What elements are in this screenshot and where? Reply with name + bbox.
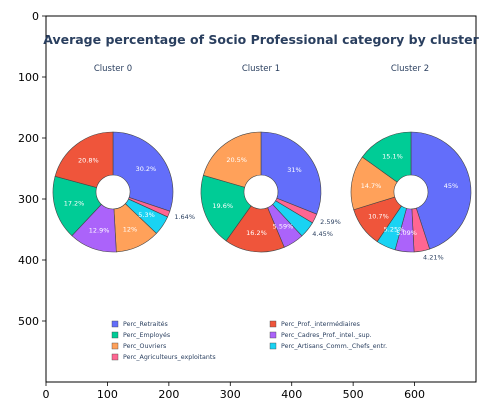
pie-data-label: 12.9% [89, 227, 110, 235]
pie-title-cluster-0: Cluster 0 [94, 64, 132, 74]
pie-data-label: 10.7% [368, 213, 389, 221]
pie-data-label: 15.1% [382, 152, 403, 160]
legend-label-perc-prof-interm-diaires: Perc_Prof._intermédiaires [281, 320, 360, 328]
pie-data-label: 20.8% [78, 156, 99, 164]
y-tick-label: 500 [18, 315, 39, 328]
pie-slice-perc-retrait-s [112, 131, 174, 212]
pie-slice-perc-employ-s [200, 174, 252, 242]
x-tick-label: 0 [43, 388, 50, 401]
y-tick-label: 200 [18, 132, 39, 145]
pie-data-label: 4.45% [312, 230, 333, 238]
chart-title: Average percentage of Socio Professional… [43, 32, 479, 47]
y-tick-label: 100 [18, 71, 39, 84]
pie-data-label: 5.59% [273, 223, 294, 231]
pie-title-cluster-1: Cluster 1 [242, 64, 280, 74]
y-tick-label: 400 [18, 254, 39, 267]
pie-cluster-2: 45% 4.21% 5.09%5.25% 10.7% 14.7% 15.1% [350, 131, 472, 261]
pie-title-cluster-2: Cluster 2 [391, 64, 429, 74]
pie-slice-perc-retrait-s [410, 131, 472, 250]
pies-group: 30.2% 1.64% 5.3%12% 12.9% 17.2% 20.8% 31% 2.59%… [52, 131, 472, 261]
y-tick-label: 300 [18, 193, 39, 206]
legend-swatch-perc-prof-interm-diaires [269, 320, 277, 328]
legend-swatch-perc-agriculteurs-exploitants [111, 353, 119, 361]
pie-slice-perc-employ-s [361, 131, 412, 183]
legend: Perc_Retraités Perc_Employés Perc_Ouvriers… [111, 320, 387, 361]
pie-slice-perc-ouvriers [202, 131, 262, 188]
pie-data-label: 12% [123, 225, 137, 233]
x-tick-label: 300 [220, 388, 241, 401]
legend-label-perc-artisans-comm-chefs-entr: Perc_Artisans_Comm._Chefs_entr. [281, 343, 387, 350]
pie-data-label: 31% [287, 166, 301, 174]
legend-label-perc-ouvriers: Perc_Ouvriers [123, 343, 166, 350]
pie-data-label: 17.2% [64, 200, 85, 208]
legend-swatch-perc-artisans-comm-chefs-entr [269, 342, 277, 350]
legend-label-perc-agriculteurs-exploitants: Perc_Agriculteurs_exploitants [123, 354, 216, 361]
pie-data-label: 19.6% [212, 202, 233, 210]
y-tick-label: 0 [32, 10, 39, 23]
pie-data-label: 5.09% [396, 229, 417, 237]
legend-label-perc-employ-s: Perc_Employés [123, 331, 170, 339]
pie-cluster-0: 30.2% 1.64% 5.3%12% 12.9% 17.2% 20.8% [52, 131, 195, 253]
pie-data-label: 1.64% [174, 213, 195, 221]
pie-data-label: 2.59% [320, 218, 341, 226]
legend-swatch-perc-cadres-prof-intel-sup [269, 331, 277, 339]
pie-data-label: 4.21% [423, 253, 444, 261]
pie-slice-perc-prof-interm-diaires [54, 131, 114, 188]
pie-data-label: 5.3% [138, 211, 155, 219]
pie-cluster-1: 31% 2.59% 4.45% 5.59% 16.2% 19.6% 20.5% [200, 131, 341, 253]
legend-swatch-perc-retrait-s [111, 320, 119, 328]
x-tick-label: 600 [404, 388, 425, 401]
x-tick-label: 100 [97, 388, 118, 401]
x-tick-label: 400 [281, 388, 302, 401]
axes: 0 100 200 300 400 500 600 0 100 200 300 400 500 [18, 10, 425, 401]
legend-label-perc-retrait-s: Perc_Retraités [123, 320, 168, 328]
legend-label-perc-cadres-prof-intel-sup: Perc_Cadres_Prof._intel._sup. [281, 332, 372, 339]
legend-swatch-perc-employ-s [111, 331, 119, 339]
pie-data-label: 14.7% [361, 182, 382, 190]
pie-slice-perc-employ-s [52, 175, 102, 237]
pie-data-label: 45% [444, 182, 458, 190]
x-tick-label: 500 [343, 388, 364, 401]
pie-data-label: 30.2% [136, 165, 157, 173]
x-tick-label: 200 [158, 388, 179, 401]
pie-data-label: 20.5% [226, 156, 247, 164]
pie-data-label: 16.2% [246, 229, 267, 237]
pie-data-label: 5.25% [384, 225, 405, 233]
legend-swatch-perc-ouvriers [111, 342, 119, 350]
pie-slice-perc-retrait-s [260, 131, 322, 215]
